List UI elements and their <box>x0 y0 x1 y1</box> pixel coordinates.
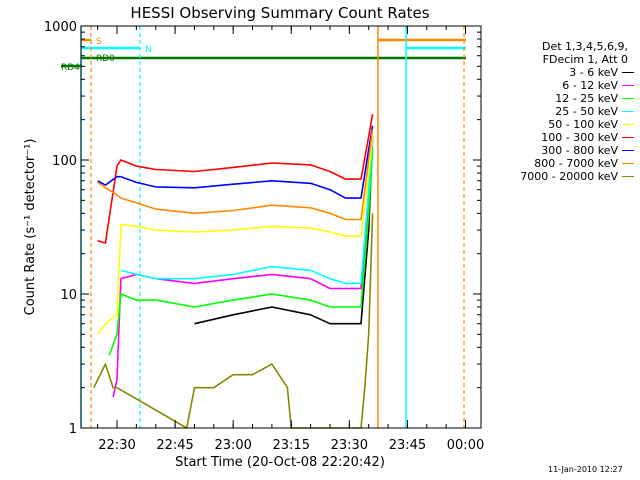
y-axis: 1 10 100 1000 <box>44 20 481 437</box>
legend-entry: 50 - 100 keV <box>484 118 634 131</box>
x-tick-label: 23:15 <box>273 438 310 453</box>
x-tick-label: 23:30 <box>331 438 368 453</box>
legend-entry-label: 12 - 25 keV <box>555 92 618 105</box>
flag-label-n: N <box>145 45 152 55</box>
flag-label-s: S <box>96 37 102 47</box>
y-tick-label: 1 <box>69 422 77 437</box>
plot-date: 11-Jan-2010 12:27 <box>548 465 623 474</box>
legend-entry: 300 - 800 keV <box>484 144 634 157</box>
legend-swatch <box>622 111 634 112</box>
legend-swatch <box>622 150 634 151</box>
x-axis-label: Start Time (20-Oct-08 22:20:42) <box>175 455 385 470</box>
legend-entry: 12 - 25 keV <box>484 92 634 105</box>
x-axis: 22:30 22:45 23:00 23:15 23:30 23:45 00:00 <box>97 26 484 453</box>
legend-swatch <box>622 176 634 177</box>
legend-entry-label: 300 - 800 keV <box>541 144 618 157</box>
series-line-3 <box>120 136 374 285</box>
flag-label-rd4: RD4 <box>61 63 80 73</box>
plot-area: S N RD0 RD4 <box>61 26 466 429</box>
legend-header-detectors: Det 1,3,4,5,6,9, <box>541 40 628 53</box>
legend-swatch <box>622 137 634 138</box>
legend-entry: 7000 - 20000 keV <box>484 170 634 183</box>
legend-swatch <box>622 85 634 86</box>
legend-swatch <box>622 124 634 125</box>
series-line-7 <box>97 128 374 221</box>
legend-entry-label: 3 - 6 keV <box>569 66 618 79</box>
series-line-1 <box>112 136 374 398</box>
legend-entry: 3 - 6 keV <box>484 66 634 79</box>
legend-entry: 100 - 300 keV <box>484 131 634 144</box>
legend-entry: 6 - 12 keV <box>484 79 634 92</box>
series-line-4 <box>97 136 374 335</box>
legend-entry: 25 - 50 keV <box>484 105 634 118</box>
y-tick-label: 100 <box>52 154 77 169</box>
flag-label-rd0: RD0 <box>96 54 115 64</box>
x-tick-label: 23:00 <box>214 438 251 453</box>
series-line-5 <box>97 113 374 244</box>
chart-title: HESSI Observing Summary Count Rates <box>130 4 429 22</box>
x-tick-label: 22:45 <box>156 438 193 453</box>
legend-entry-label: 800 - 7000 keV <box>534 157 618 170</box>
y-tick-label: 10 <box>60 288 77 303</box>
series-line-0 <box>194 136 374 325</box>
y-axis-label: Count Rate (s⁻¹ detector⁻¹) <box>23 139 38 316</box>
legend-swatch <box>622 98 634 99</box>
series-line-6 <box>97 125 374 199</box>
legend-header-decimation: FDecim 1, Att 0 <box>542 53 628 66</box>
legend-swatch <box>622 72 634 73</box>
legend-entry-label: 100 - 300 keV <box>541 131 618 144</box>
legend-entry-label: 6 - 12 keV <box>562 79 618 92</box>
x-tick-label: 22:30 <box>98 438 135 453</box>
x-tick-label: 23:45 <box>389 438 426 453</box>
legend-entry: 800 - 7000 keV <box>484 157 634 170</box>
x-tick-label: 00:00 <box>447 438 484 453</box>
legend-swatch <box>622 163 634 164</box>
legend-entry-label: 25 - 50 keV <box>555 105 618 118</box>
plot-frame <box>80 25 482 429</box>
series-line-2 <box>108 149 374 356</box>
legend-entry-label: 7000 - 20000 keV <box>520 170 618 183</box>
y-tick-label: 1000 <box>44 20 77 35</box>
series-line-8 <box>93 213 374 429</box>
legend-entry-label: 50 - 100 keV <box>548 118 618 131</box>
legend: Det 1,3,4,5,6,9, FDecim 1, Att 0 3 - 6 k… <box>484 40 634 183</box>
